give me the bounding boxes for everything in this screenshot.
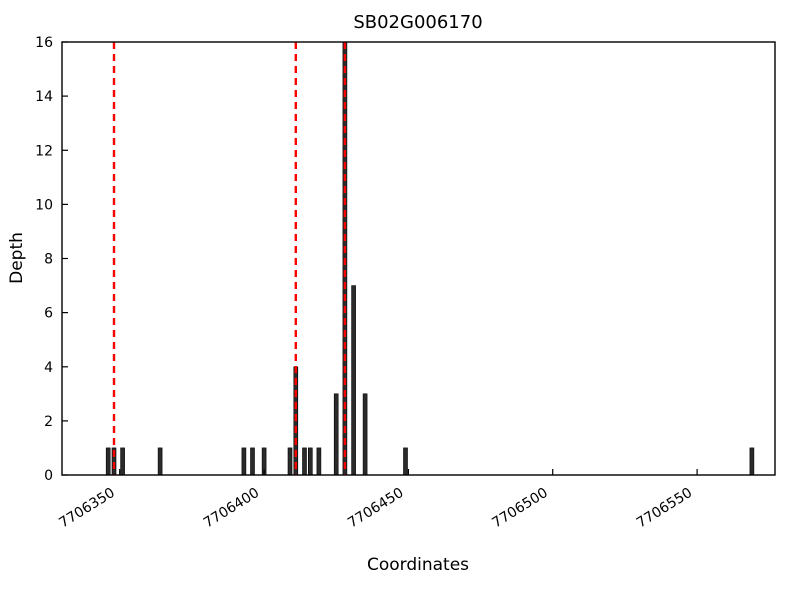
x-tick-label: 7706350 bbox=[56, 485, 117, 532]
marker-lines-layer bbox=[112, 42, 347, 475]
depth-bar bbox=[316, 447, 322, 476]
depth-bar bbox=[302, 447, 307, 476]
depth-bar bbox=[287, 447, 293, 476]
depth-bar bbox=[157, 447, 163, 476]
axes-frame bbox=[61, 41, 776, 476]
depth-bar bbox=[250, 447, 255, 476]
y-axis-label: Depth bbox=[7, 232, 27, 284]
x-tick-label: 7706500 bbox=[489, 485, 550, 532]
depth-bar bbox=[333, 393, 339, 476]
y-tick-label: 16 bbox=[35, 35, 53, 51]
depth-bar bbox=[351, 285, 356, 476]
depth-bar bbox=[307, 447, 313, 476]
depth-bar bbox=[403, 447, 408, 476]
bars-layer bbox=[105, 41, 755, 476]
depth-bar bbox=[362, 393, 368, 476]
y-tick-label: 4 bbox=[44, 360, 53, 376]
y-tick-label: 14 bbox=[35, 89, 53, 105]
y-tick-label: 10 bbox=[35, 197, 53, 213]
x-tick-label: 7706450 bbox=[345, 485, 406, 532]
chart-title: SB02G006170 bbox=[353, 12, 482, 33]
x-tick-label: 7706550 bbox=[634, 485, 695, 532]
x-axis-label: Coordinates bbox=[367, 555, 469, 575]
depth-bar bbox=[105, 447, 111, 476]
depth-bar bbox=[241, 447, 247, 476]
depth-bar bbox=[120, 447, 125, 476]
depth-bar bbox=[749, 447, 755, 476]
axes-layer bbox=[61, 41, 776, 476]
y-tick-label: 0 bbox=[44, 468, 53, 484]
y-tick-label: 12 bbox=[35, 143, 53, 159]
x-tick-label: 7706400 bbox=[201, 485, 262, 532]
y-tick-label: 6 bbox=[44, 306, 53, 322]
y-tick-label: 8 bbox=[44, 252, 53, 268]
y-tick-label: 2 bbox=[44, 414, 53, 430]
